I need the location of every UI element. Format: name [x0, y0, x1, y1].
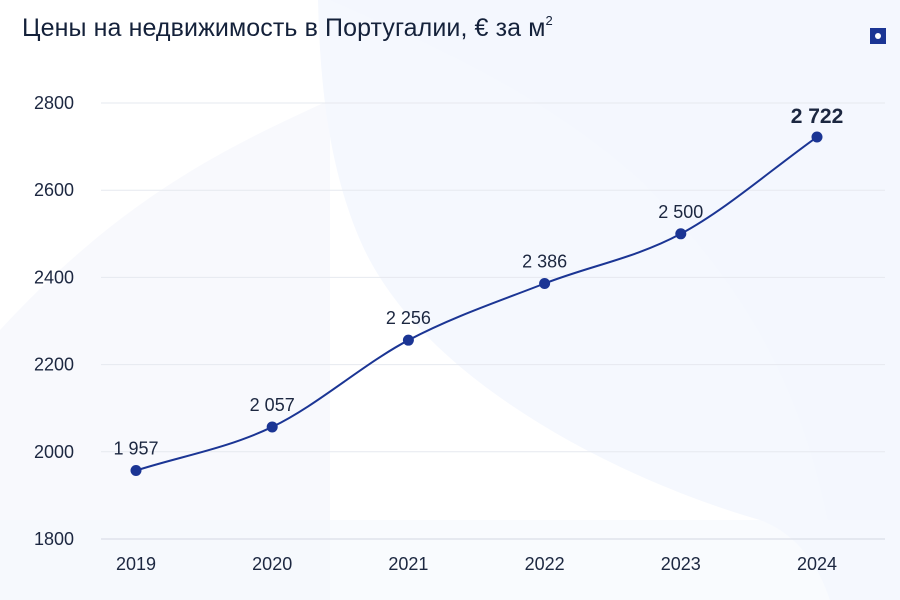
x-tick-label: 2021: [388, 554, 428, 574]
data-point-marker[interactable]: [130, 465, 142, 477]
data-label: 2 722: [791, 105, 844, 128]
data-points: [130, 131, 823, 477]
x-tick-label: 2024: [797, 554, 837, 574]
data-point-marker[interactable]: [811, 131, 823, 143]
data-point-marker[interactable]: [539, 278, 551, 290]
y-axis: 1800 2000 2200 2400 2600 2800: [34, 93, 74, 549]
x-axis: 2019 2020 2021 2022 2023 2024: [116, 554, 837, 574]
data-point-marker[interactable]: [675, 228, 687, 240]
y-tick-label: 2200: [34, 355, 74, 375]
chart-title-superscript: 2: [545, 12, 553, 28]
price-line: [135, 136, 818, 472]
data-label: 2 386: [522, 252, 567, 272]
square-dot-logo-icon: [870, 28, 886, 44]
data-label: 2 500: [658, 202, 703, 222]
y-tick-label: 2400: [34, 267, 74, 287]
x-tick-label: 2022: [525, 554, 565, 574]
data-labels: 1 957 2 057 2 256 2 386 2 500 2 722: [113, 105, 843, 459]
y-tick-label: 2600: [34, 180, 74, 200]
data-point-marker[interactable]: [266, 421, 278, 433]
x-tick-label: 2020: [252, 554, 292, 574]
data-label: 2 256: [386, 308, 431, 328]
gridlines: [101, 102, 885, 540]
data-label: 1 957: [113, 439, 158, 459]
data-label: 2 057: [250, 395, 295, 415]
chart-title-text: Цены на недвижимость в Португалии, € за …: [22, 14, 546, 42]
chart-title: Цены на недвижимость в Португалии, € за …: [22, 12, 553, 43]
y-tick-label: 2000: [34, 442, 74, 462]
y-tick-label: 1800: [34, 529, 74, 549]
x-tick-label: 2019: [116, 554, 156, 574]
x-tick-label: 2023: [661, 554, 701, 574]
y-tick-label: 2800: [34, 93, 74, 113]
data-point-marker[interactable]: [402, 334, 414, 346]
